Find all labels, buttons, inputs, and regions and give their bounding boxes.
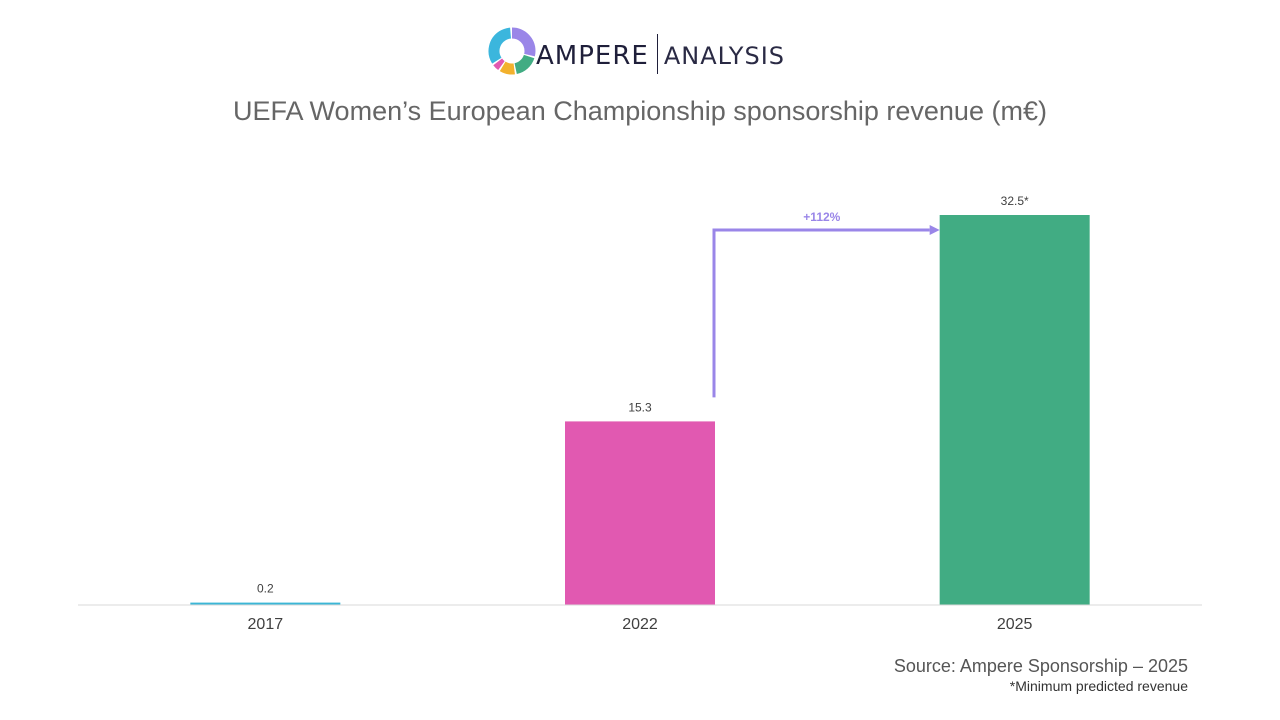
x-tick-label-2025: 2025 [997,616,1033,633]
logo-brand: AMPERE [536,41,649,71]
logo-donut-icon [488,27,536,75]
logo-segment [488,27,536,75]
logo-segment [488,27,536,75]
bar-2022 [565,421,715,605]
growth-annotation-label: +112% [803,210,840,224]
bar-chart: 0.2 2017 15.3 2022 32.5* 2025 +112% [78,194,1202,633]
x-tick-label-2022: 2022 [622,616,658,633]
growth-annotation: +112% [712,210,940,398]
logo-product: ANALYSIS [663,42,786,70]
growth-arrow-head [929,225,940,235]
chart-title: UEFA Women’s European Championship spons… [233,96,1047,126]
logo-segment [488,27,536,75]
growth-arrow-line [712,228,930,398]
bar-2017 [190,602,341,605]
logo-divider [656,34,658,74]
logo-segment [488,27,536,75]
source-text: Source: Ampere Sponsorship – 2025 [893,656,1188,676]
x-tick-label-2017: 2017 [248,616,284,633]
ampere-analysis-logo: AMPERE ANALYSIS [488,26,798,76]
value-label-2022: 15.3 [628,400,652,414]
bars-group: 0.2 2017 15.3 2022 32.5* 2025 [190,194,1090,633]
footnote-text: *Minimum predicted revenue [1009,678,1188,694]
bar-2025 [939,215,1090,605]
logo-segment [488,27,536,75]
logo-wordmark: AMPERE ANALYSIS [536,34,785,74]
value-label-2017: 0.2 [257,582,274,596]
value-label-2025: 32.5* [1001,194,1029,208]
